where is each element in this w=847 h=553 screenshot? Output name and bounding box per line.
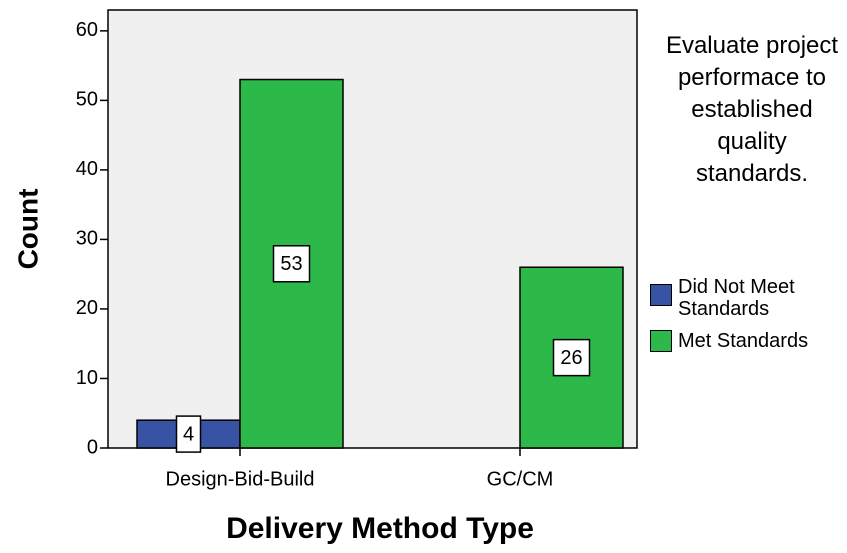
y-tick-label: 0 <box>87 436 98 458</box>
legend-swatch <box>650 284 672 306</box>
value-label: 4 <box>183 423 194 445</box>
x-axis-title: Delivery Method Type <box>226 512 534 545</box>
y-axis-title: Count <box>12 189 43 270</box>
y-tick-label: 10 <box>76 367 98 389</box>
legend-swatch <box>650 330 672 352</box>
value-label-box <box>175 415 202 453</box>
value-label-box <box>272 245 311 283</box>
value-label-box <box>552 338 591 377</box>
value-label: 26 <box>560 347 582 369</box>
y-tick-label: 20 <box>76 297 98 319</box>
legend-label: Met Standards <box>678 330 809 352</box>
legend-title: Evaluate project performace to establish… <box>665 32 839 187</box>
legend-label: Did Not Meet Standards <box>678 276 795 320</box>
value-label: 53 <box>280 253 302 275</box>
y-tick-label: 40 <box>76 158 98 180</box>
x-tick-label: Design-Bid-Build <box>166 468 315 490</box>
y-tick-label: 50 <box>76 89 98 111</box>
y-tick-label: 60 <box>76 19 98 41</box>
legend-item: Did Not Meet Standards <box>650 276 808 320</box>
legend-item: Met Standards <box>650 330 808 352</box>
y-tick-label: 30 <box>76 228 98 250</box>
x-tick-label: GC/CM <box>487 468 554 490</box>
